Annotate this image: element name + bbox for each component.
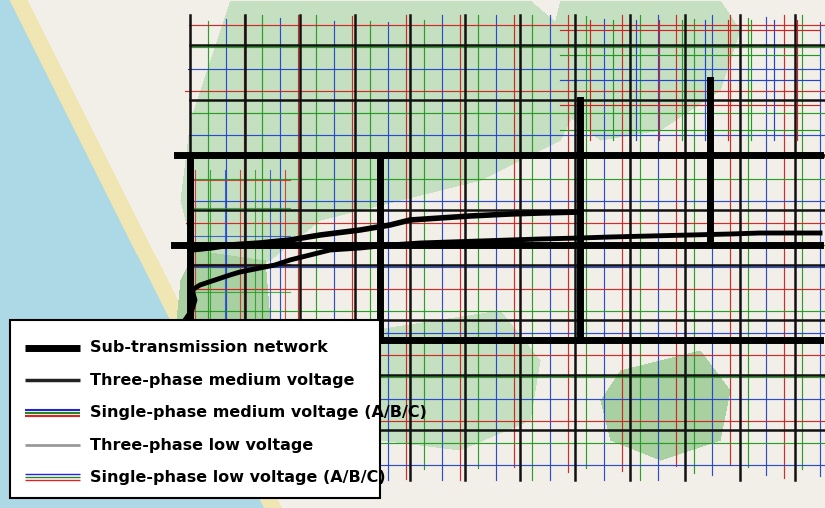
Text: Three-phase medium voltage: Three-phase medium voltage <box>90 373 355 388</box>
Text: Single-phase low voltage (A/B/C): Single-phase low voltage (A/B/C) <box>90 470 385 485</box>
Text: Single-phase medium voltage (A/B/C): Single-phase medium voltage (A/B/C) <box>90 405 427 420</box>
Text: Sub-transmission network: Sub-transmission network <box>90 340 328 356</box>
Text: Three-phase low voltage: Three-phase low voltage <box>90 437 314 453</box>
Bar <box>10 320 380 498</box>
